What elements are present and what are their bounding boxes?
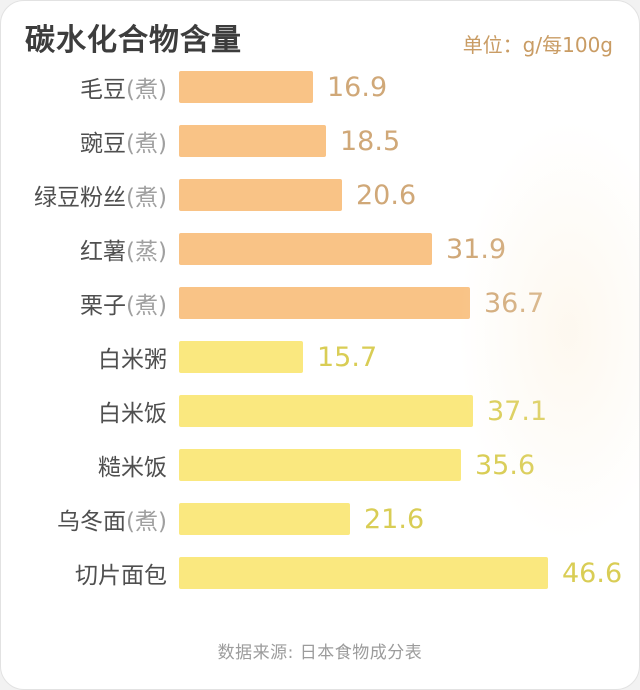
row-value: 37.1 xyxy=(487,395,548,427)
chart-row: 绿豆粉丝(煮) 20.6 xyxy=(1,179,639,211)
row-value: 16.9 xyxy=(327,71,388,103)
row-value: 36.7 xyxy=(484,287,545,319)
row-label: 毛豆(煮) xyxy=(1,70,167,104)
row-value: 35.6 xyxy=(475,449,536,481)
row-label: 绿豆粉丝(煮) xyxy=(1,178,167,212)
chart-row: 切片面包 46.6 xyxy=(1,557,639,589)
row-label-cooking-method: (煮) xyxy=(126,185,167,211)
row-value: 21.6 xyxy=(364,503,425,535)
row-label-name: 白米饭 xyxy=(98,401,167,427)
row-label-cooking-method: (蒸) xyxy=(126,239,167,265)
row-value: 31.9 xyxy=(446,233,507,265)
row-label: 白米粥 xyxy=(1,340,167,374)
row-bar xyxy=(179,503,350,535)
row-value: 15.7 xyxy=(317,341,378,373)
row-label-cooking-method: (煮) xyxy=(126,293,167,319)
chart-row: 乌冬面(煮) 21.6 xyxy=(1,503,639,535)
row-value: 18.5 xyxy=(340,125,401,157)
row-bar xyxy=(179,179,342,211)
chart-title: 碳水化合物含量 xyxy=(25,23,242,58)
chart-header: 碳水化合物含量 单位：g/每100g xyxy=(1,1,639,59)
row-label-cooking-method: (煮) xyxy=(126,77,167,103)
row-label-name: 绿豆粉丝 xyxy=(34,185,127,211)
row-bar xyxy=(179,341,303,373)
chart-row: 毛豆(煮) 16.9 xyxy=(1,71,639,103)
data-source-note: 数据来源: 日本食物成分表 xyxy=(217,643,423,663)
row-bar xyxy=(179,395,473,427)
row-label: 乌冬面(煮) xyxy=(1,502,167,536)
unit-label: 单位：g/每100g xyxy=(462,33,613,57)
row-bar xyxy=(179,287,470,319)
row-value: 20.6 xyxy=(356,179,417,211)
row-bar xyxy=(179,557,548,589)
row-label-name: 糙米饭 xyxy=(98,455,167,481)
chart-row: 豌豆(煮) 18.5 xyxy=(1,125,639,157)
row-bar xyxy=(179,449,461,481)
row-label-name: 栗子 xyxy=(80,293,127,319)
row-label: 糙米饭 xyxy=(1,448,167,482)
chart-row: 白米饭 37.1 xyxy=(1,395,639,427)
row-label-cooking-method: (煮) xyxy=(126,131,167,157)
row-label: 白米饭 xyxy=(1,394,167,428)
row-bar xyxy=(179,71,313,103)
row-label-name: 豌豆 xyxy=(80,131,127,157)
row-label: 红薯(蒸) xyxy=(1,232,167,266)
chart-row: 栗子(煮) 36.7 xyxy=(1,287,639,319)
row-label-name: 切片面包 xyxy=(75,563,167,589)
chart-row: 白米粥 15.7 xyxy=(1,341,639,373)
row-label: 切片面包 xyxy=(1,556,167,590)
row-value: 46.6 xyxy=(562,557,623,589)
row-label-name: 白米粥 xyxy=(98,347,167,373)
row-label: 豌豆(煮) xyxy=(1,124,167,158)
bar-chart: 毛豆(煮) 16.9 豌豆(煮) 18.5 绿豆粉丝(煮) 20.6 红薯(蒸) 31.9 栗子… xyxy=(1,71,639,589)
chart-row: 红薯(蒸) 31.9 xyxy=(1,233,639,265)
row-label-cooking-method: (煮) xyxy=(126,509,167,535)
row-bar xyxy=(179,233,432,265)
row-label-name: 乌冬面 xyxy=(57,509,127,535)
row-bar xyxy=(179,125,326,157)
row-label-name: 红薯 xyxy=(80,239,127,265)
row-label: 栗子(煮) xyxy=(1,286,167,320)
row-label-name: 毛豆 xyxy=(80,77,127,103)
chart-row: 糙米饭 35.6 xyxy=(1,449,639,481)
